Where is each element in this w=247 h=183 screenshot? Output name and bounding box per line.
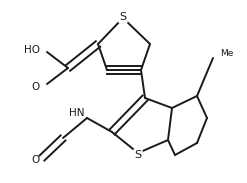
Text: S: S [134,150,142,160]
Text: HN: HN [69,108,85,118]
Text: O: O [31,155,39,165]
Text: O: O [31,82,39,92]
Text: S: S [120,12,126,22]
Text: Me: Me [220,48,233,57]
Text: HO: HO [24,45,40,55]
